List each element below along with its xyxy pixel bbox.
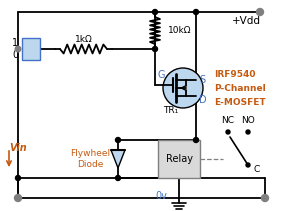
- Circle shape: [153, 9, 158, 15]
- Circle shape: [261, 195, 268, 202]
- Text: D: D: [199, 95, 207, 105]
- Text: 0: 0: [12, 50, 18, 60]
- Circle shape: [226, 130, 230, 134]
- Text: P-Channel: P-Channel: [214, 84, 266, 92]
- Circle shape: [116, 176, 120, 180]
- Text: NO: NO: [241, 115, 255, 124]
- Text: 10kΩ: 10kΩ: [168, 26, 191, 35]
- Text: Vin: Vin: [9, 143, 27, 153]
- Text: TR₁: TR₁: [163, 106, 179, 115]
- Text: 0v: 0v: [155, 191, 167, 201]
- Circle shape: [16, 176, 21, 180]
- Circle shape: [257, 8, 263, 15]
- Text: +Vdd: +Vdd: [232, 16, 261, 26]
- Circle shape: [15, 46, 21, 52]
- Text: E-MOSFET: E-MOSFET: [214, 97, 266, 107]
- Text: S: S: [199, 75, 205, 85]
- Text: Relay: Relay: [166, 154, 193, 164]
- Circle shape: [246, 130, 250, 134]
- Text: Flywheel
Diode: Flywheel Diode: [70, 149, 110, 169]
- Text: NC: NC: [221, 115, 235, 124]
- FancyBboxPatch shape: [158, 140, 200, 178]
- Circle shape: [163, 68, 203, 108]
- FancyBboxPatch shape: [22, 38, 40, 60]
- Circle shape: [14, 195, 21, 202]
- Text: C: C: [253, 165, 259, 174]
- Text: IRF9540: IRF9540: [214, 69, 255, 78]
- Circle shape: [193, 9, 199, 15]
- Text: 1kΩ: 1kΩ: [75, 35, 92, 43]
- Text: 1: 1: [12, 38, 18, 48]
- Circle shape: [153, 46, 158, 51]
- Circle shape: [246, 163, 250, 167]
- Circle shape: [193, 138, 199, 142]
- Circle shape: [116, 138, 120, 142]
- Polygon shape: [111, 150, 125, 168]
- Text: G: G: [157, 70, 165, 80]
